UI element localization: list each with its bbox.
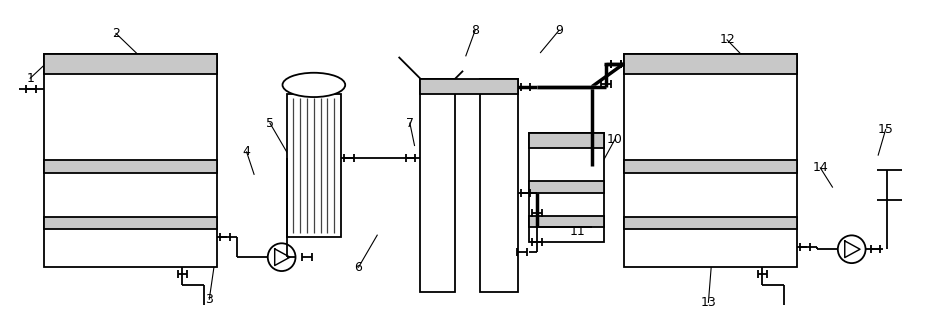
- Text: 3: 3: [205, 293, 214, 306]
- Text: 15: 15: [878, 123, 894, 136]
- Text: 13: 13: [700, 296, 716, 309]
- Bar: [43, 54, 217, 74]
- Bar: [421, 79, 518, 94]
- Text: 6: 6: [355, 261, 362, 274]
- Text: 7: 7: [406, 117, 414, 130]
- Text: 4: 4: [243, 145, 250, 158]
- Text: 14: 14: [812, 162, 828, 174]
- Bar: [421, 79, 455, 292]
- Bar: [287, 94, 342, 237]
- Text: 2: 2: [112, 27, 120, 40]
- Bar: [624, 54, 797, 267]
- Ellipse shape: [282, 73, 345, 97]
- Text: 8: 8: [471, 24, 479, 37]
- Bar: [530, 181, 604, 193]
- Bar: [624, 54, 797, 74]
- Text: 9: 9: [555, 24, 563, 37]
- Bar: [480, 79, 518, 292]
- Text: 11: 11: [570, 225, 585, 238]
- Bar: [43, 54, 217, 267]
- Text: 5: 5: [266, 117, 274, 130]
- Bar: [530, 133, 604, 242]
- Bar: [43, 160, 217, 173]
- Text: 10: 10: [607, 132, 623, 146]
- Bar: [530, 133, 604, 148]
- Bar: [530, 215, 604, 227]
- Bar: [624, 160, 797, 173]
- Bar: [624, 216, 797, 229]
- Bar: [43, 216, 217, 229]
- Text: 1: 1: [26, 72, 34, 85]
- Text: 12: 12: [719, 33, 735, 46]
